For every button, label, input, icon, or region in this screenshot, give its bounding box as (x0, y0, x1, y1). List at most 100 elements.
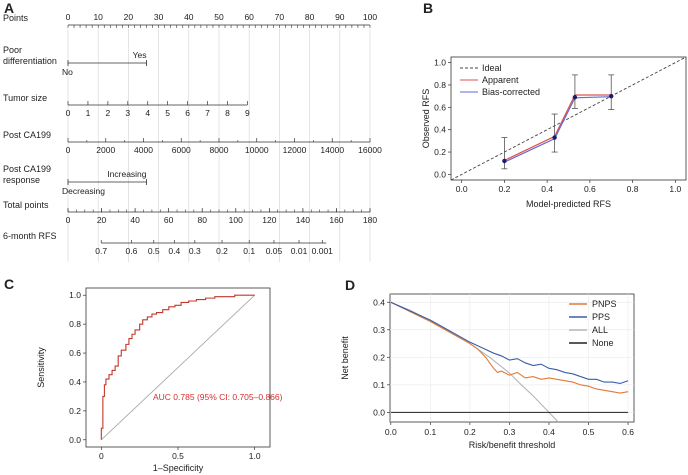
rfs-tick-label: 0.6 (126, 246, 138, 256)
rfs-tick-label: 0.4 (168, 246, 180, 256)
variable-tick-label: 7 (205, 108, 210, 118)
category-label: No (62, 67, 73, 77)
y-tick-label: 0.2 (373, 352, 385, 362)
x-tick-label: 0.0 (456, 184, 468, 194)
legend-label: ALL (592, 325, 608, 335)
points-tick-label: 10 (93, 12, 103, 22)
y-tick-label: 0.4 (69, 377, 81, 387)
legend-label: Apparent (482, 75, 519, 85)
apparent-series-line (504, 94, 612, 161)
row-label-1-1: differentiation (3, 56, 57, 66)
variable-tick-label: 9 (245, 108, 250, 118)
variable-tick-label: 0 (66, 145, 71, 155)
variable-tick-label: 4 (145, 108, 150, 118)
x-axis-title: 1–Specificity (153, 463, 204, 473)
x-tick-label: 0 (99, 451, 104, 461)
points-tick-label: 70 (275, 12, 285, 22)
variable-tick-label: 8 (225, 108, 230, 118)
variable-tick-label: 0 (66, 108, 71, 118)
category-label: Decreasing (62, 186, 105, 196)
y-axis-title: Net benefit (340, 336, 350, 380)
y-axis-title: Observed RFS (421, 89, 431, 149)
legend-label: PNPS (592, 299, 617, 309)
decision-curve-panel: 0.0 0.1 0.2 0.3 0.4 0.5 0.6 0.0 0.1 0.2 0.3 0.4 Risk… (340, 293, 635, 450)
roc-panel: 0 0.5 1.0 0.0 0.2 0.4 0.6 0.8 1.0 1–Specificity Se… (36, 287, 283, 473)
variable-tick-label: 6000 (172, 145, 191, 155)
y-axis-title: Sensitivity (36, 347, 46, 388)
rfs-tick-label: 0.01 (291, 246, 308, 256)
points-tick-label: 0 (66, 12, 71, 22)
total-points-tick-label: 160 (329, 215, 343, 225)
x-tick-label: 1.0 (669, 184, 681, 194)
row-label-5-0: Total points (3, 200, 49, 210)
x-tick-label: 0.2 (464, 427, 476, 437)
y-tick-label: 0.1 (373, 380, 385, 390)
y-tick-label: 0.8 (69, 319, 81, 329)
variable-tick-label: 12000 (283, 145, 307, 155)
points-tick-label: 20 (124, 12, 134, 22)
calibration-plot-frame (450, 56, 687, 181)
panel-letter-a: A (4, 0, 14, 16)
variable-tick-label: 10000 (245, 145, 269, 155)
y-tick-label: 0.4 (373, 297, 385, 307)
total-points-tick-label: 60 (164, 215, 174, 225)
panel-letter-d: D (345, 277, 355, 293)
total-points-tick-label: 0 (66, 215, 71, 225)
total-points-tick-label: 100 (229, 215, 243, 225)
x-tick-label: 0.6 (584, 184, 596, 194)
y-tick-label: 0.8 (434, 80, 446, 90)
row-label-3-0: Post CA199 (3, 130, 51, 140)
pps-series-line (390, 301, 629, 385)
rfs-tick-label: 0.2 (216, 246, 228, 256)
total-points-tick-label: 140 (296, 215, 310, 225)
total-points-tick-label: 120 (262, 215, 276, 225)
y-tick-label: 0.6 (69, 348, 81, 358)
points-tick-label: 50 (214, 12, 224, 22)
panel-letter-b: B (423, 0, 433, 16)
legend-label: Bias-corrected (482, 87, 540, 97)
x-axis-title: Risk/benefit threshold (469, 440, 556, 450)
variable-tick-label: 1 (86, 108, 91, 118)
variable-tick-label: 2000 (96, 145, 115, 155)
x-tick-label: 0.4 (541, 184, 553, 194)
x-tick-label: 0.5 (172, 451, 184, 461)
variable-tick-label: 6 (185, 108, 190, 118)
y-tick-label: 0.2 (434, 147, 446, 157)
x-axis-title: Model-predicted RFS (526, 199, 611, 209)
bias-corrected-series-line (504, 96, 612, 163)
variable-tick-label: 16000 (358, 145, 382, 155)
legend-label: None (592, 338, 614, 348)
x-tick-label: 0.1 (424, 427, 436, 437)
y-tick-label: 0.4 (434, 125, 446, 135)
total-points-tick-label: 40 (130, 215, 140, 225)
rfs-tick-label: 0.1 (243, 246, 255, 256)
row-label-1-0: Poor (3, 45, 22, 55)
rfs-tick-label: 0.7 (95, 246, 107, 256)
points-tick-label: 80 (305, 12, 315, 22)
x-tick-label: 0.2 (498, 184, 510, 194)
variable-tick-label: 3 (125, 108, 130, 118)
variable-tick-label: 2 (105, 108, 110, 118)
rfs-tick-label: 0.5 (148, 246, 160, 256)
auc-annotation: AUC 0.785 (95% CI: 0.705–0.866) (153, 392, 283, 402)
y-tick-label: 0.0 (373, 407, 385, 417)
x-tick-label: 0.8 (627, 184, 639, 194)
total-points-tick-label: 20 (97, 215, 107, 225)
y-tick-label: 0.2 (69, 406, 81, 416)
calibration-point (572, 95, 578, 100)
calibration-point (609, 93, 614, 99)
legend-label: PPS (592, 312, 610, 322)
ideal-series-line (450, 56, 687, 181)
row-label-2-0: Tumor size (3, 93, 47, 103)
pnps-series-line (390, 301, 629, 394)
variable-tick-label: 14000 (320, 145, 344, 155)
y-tick-label: 1.0 (69, 290, 81, 300)
category-label: Yes (133, 50, 147, 60)
calibration-point (552, 135, 557, 140)
category-label: Increasing (107, 169, 146, 179)
row-label-0-0: Points (3, 13, 29, 23)
points-tick-label: 30 (154, 12, 164, 22)
legend-label: Ideal (482, 63, 502, 73)
variable-tick-label: 8000 (210, 145, 229, 155)
